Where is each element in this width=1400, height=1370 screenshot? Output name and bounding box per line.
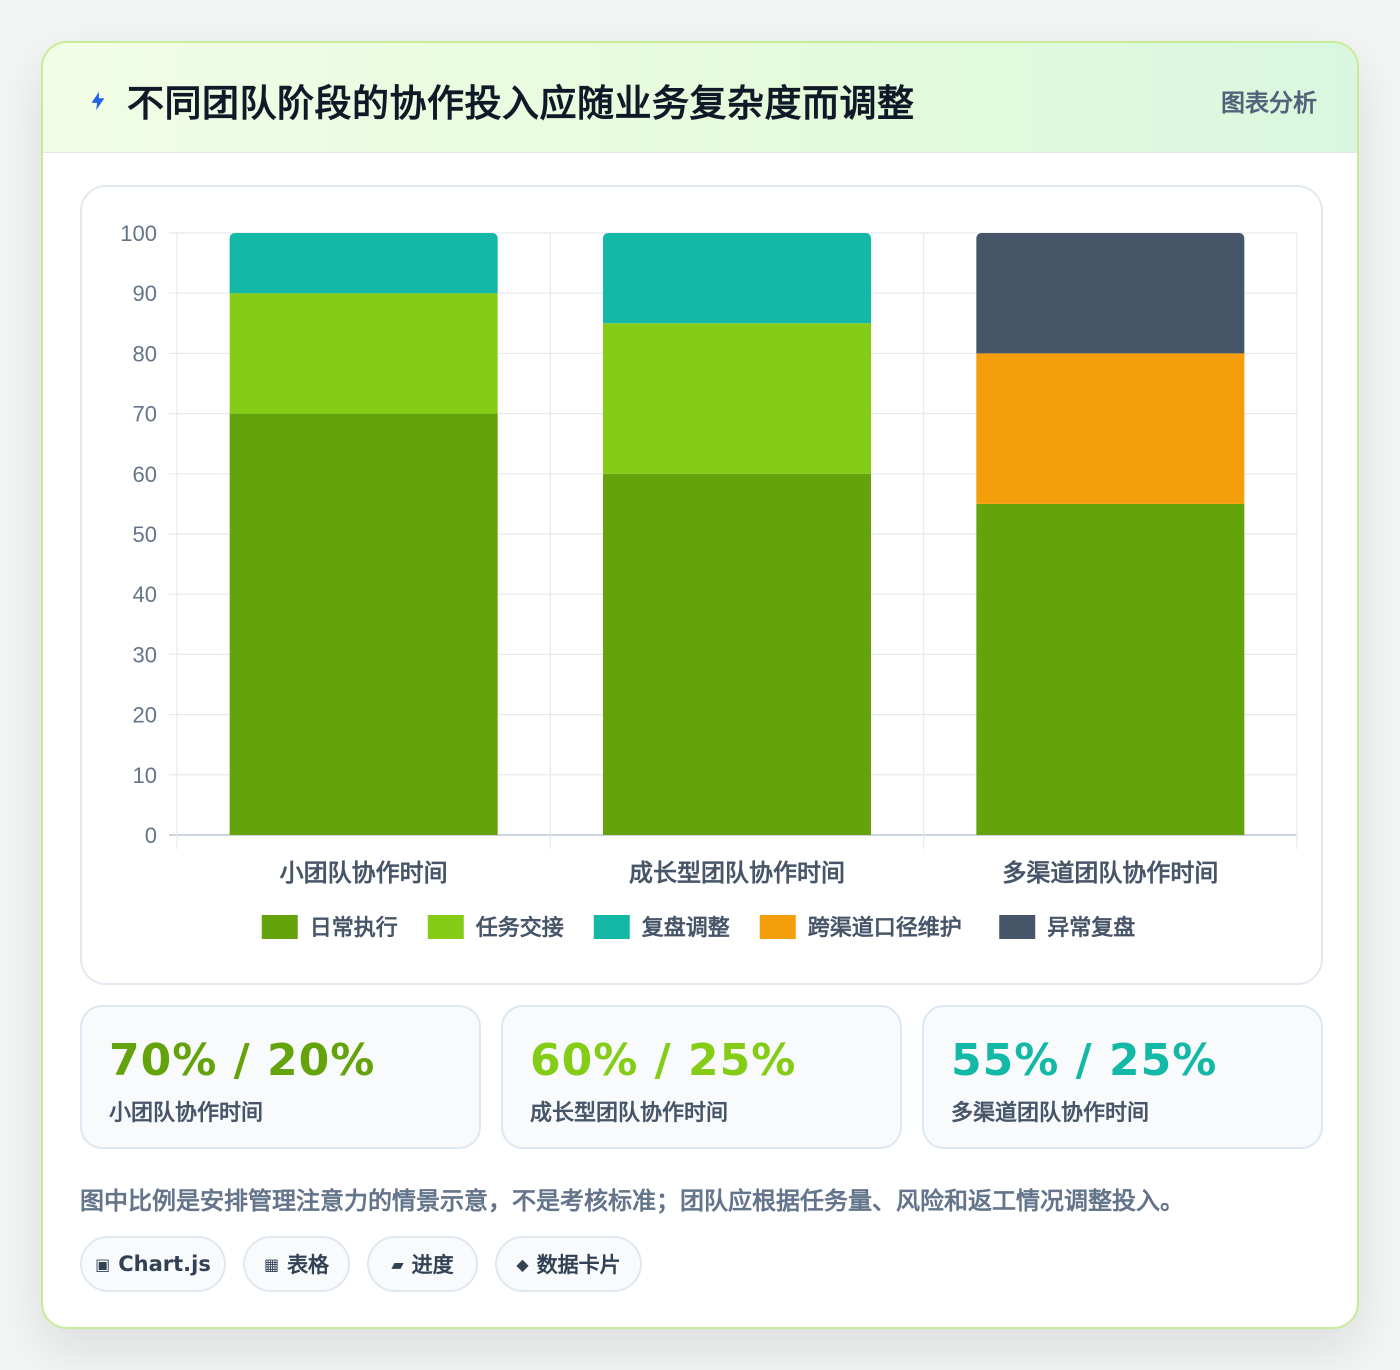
chip-chartjs[interactable]: ▣ Chart.js xyxy=(80,1236,226,1292)
bar-segment xyxy=(229,233,498,294)
bar-segment xyxy=(603,323,871,474)
stat-card-multichannel-team: 55% / 25% 多渠道团队协作时间 xyxy=(922,1005,1323,1149)
chip-label: 表格 xyxy=(287,1253,330,1277)
y-tick-label: 30 xyxy=(133,642,157,667)
y-tick-label: 100 xyxy=(120,221,157,246)
stat-label: 成长型团队协作时间 xyxy=(530,1101,729,1126)
legend-swatch xyxy=(999,915,1036,939)
chip-label: 数据卡片 xyxy=(536,1253,621,1277)
x-tick-label: 多渠道团队协作时间 xyxy=(1002,859,1218,887)
lightning-bolt-icon xyxy=(91,91,105,111)
chart-panel: 0 10 20 30 40 50 60 70 80 90 100 小团队协作时间 成长型团队协作时间 多渠… xyxy=(80,185,1323,985)
y-tick-label: 20 xyxy=(133,703,157,728)
stat-cards: 70% / 20% 小团队协作时间 60% / 25% 成长型团队协作时间 55… xyxy=(80,1005,1323,1149)
legend-label: 跨渠道口径维护 xyxy=(808,915,962,941)
table-icon: ▦ xyxy=(263,1254,280,1274)
bar-segment xyxy=(976,353,1245,504)
bar-segment xyxy=(603,233,871,324)
y-tick-label: 90 xyxy=(133,281,157,306)
y-tick-label: 10 xyxy=(133,763,157,788)
y-tick-label: 80 xyxy=(133,341,157,366)
stat-card-small-team: 70% / 20% 小团队协作时间 xyxy=(80,1005,481,1149)
chip-data-cards[interactable]: ◆ 数据卡片 xyxy=(495,1236,642,1292)
x-tick-label: 小团队协作时间 xyxy=(280,859,448,887)
stat-value: 60% / 25% xyxy=(530,1035,797,1086)
chip-table[interactable]: ▦ 表格 xyxy=(243,1236,350,1292)
chip-progress[interactable]: ▰ 进度 xyxy=(367,1236,478,1292)
legend-label: 复盘调整 xyxy=(641,915,730,941)
bar-segment xyxy=(229,413,498,835)
y-tick-label: 40 xyxy=(133,582,157,607)
stat-value: 55% / 25% xyxy=(951,1035,1218,1086)
bar-segment xyxy=(976,233,1245,354)
chip-label: 进度 xyxy=(411,1253,454,1277)
stat-value: 70% / 20% xyxy=(109,1035,376,1086)
y-tick-label: 70 xyxy=(133,402,157,427)
bar-segment xyxy=(229,293,498,414)
legend-swatch xyxy=(261,915,298,939)
chip-label: Chart.js xyxy=(118,1252,211,1276)
legend-label: 日常执行 xyxy=(310,915,398,941)
legend-swatch xyxy=(593,915,630,939)
header-tag: 图表分析 xyxy=(1221,89,1317,117)
stat-card-growth-team: 60% / 25% 成长型团队协作时间 xyxy=(501,1005,902,1149)
y-tick-label: 60 xyxy=(133,462,157,487)
diamond-icon: ◆ xyxy=(516,1254,529,1274)
stat-label: 小团队协作时间 xyxy=(109,1101,264,1126)
legend-label: 任务交接 xyxy=(475,915,564,941)
stat-label: 多渠道团队协作时间 xyxy=(951,1101,1150,1126)
chart-icon: ▣ xyxy=(95,1254,111,1274)
x-tick-label: 成长型团队协作时间 xyxy=(629,859,845,887)
bar-segment xyxy=(603,473,871,835)
y-tick-label: 0 xyxy=(145,823,157,848)
stacked-bar-chart: 0 10 20 30 40 50 60 70 80 90 100 小团队协作时间 成长型团队协作时间 多渠… xyxy=(120,221,1298,941)
progress-icon: ▰ xyxy=(391,1254,404,1274)
card-header: 不同团队阶段的协作投入应随业务复杂度而调整 图表分析 xyxy=(43,43,1357,153)
chart-title: 不同团队阶段的协作投入应随业务复杂度而调整 xyxy=(127,82,915,125)
bar-segment xyxy=(976,503,1245,835)
footnote: 图中比例是安排管理注意力的情景示意，不是考核标准；团队应根据任务量、风险和返工情… xyxy=(80,1187,1184,1215)
legend-swatch xyxy=(759,915,796,939)
chart-card: 不同团队阶段的协作投入应随业务复杂度而调整 图表分析 0 10 20 30 40 50 60… xyxy=(41,41,1359,1329)
legend-label: 异常复盘 xyxy=(1047,915,1135,941)
legend-swatch xyxy=(427,915,464,939)
y-tick-label: 50 xyxy=(133,522,157,547)
